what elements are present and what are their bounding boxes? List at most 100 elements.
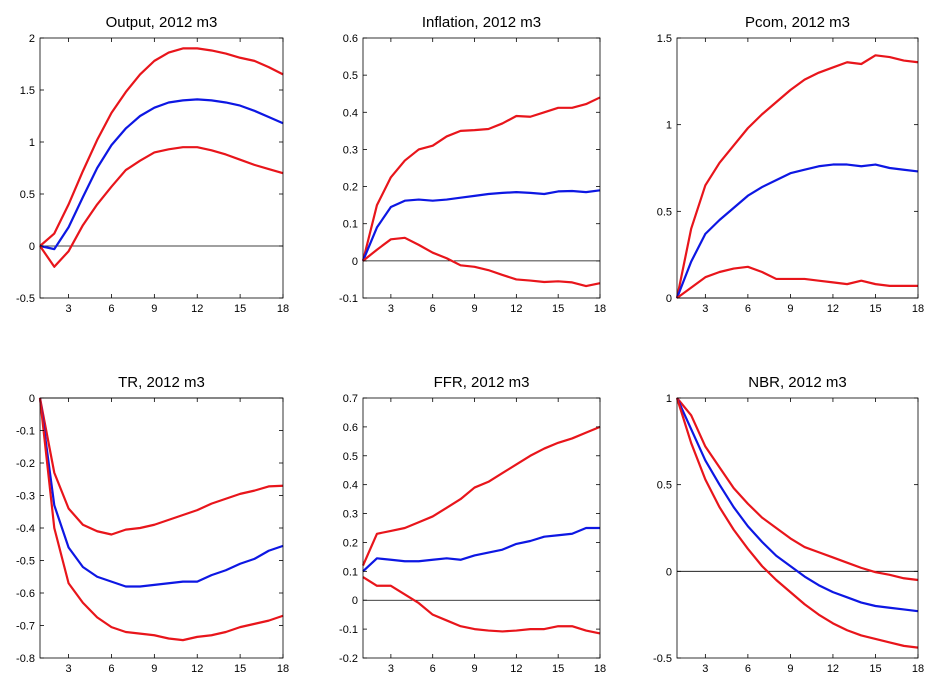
y-tick-label: 1 <box>29 137 35 149</box>
axes-box <box>362 37 601 299</box>
x-tick-label: 3 <box>66 303 72 315</box>
series-line <box>675 54 919 299</box>
y-tick-label: 0.3 <box>343 509 358 521</box>
series-line <box>676 397 919 582</box>
x-tick-label: 6 <box>108 663 114 673</box>
x-tick-label: 12 <box>510 303 522 315</box>
y-tick-label: 0.1 <box>343 219 358 231</box>
x-tick-label: 6 <box>430 663 436 673</box>
series-line <box>39 47 284 247</box>
plot-area <box>677 38 918 298</box>
x-tick-label: 9 <box>151 663 157 673</box>
x-tick-label: 15 <box>234 663 246 673</box>
y-tick-label: 0.2 <box>343 537 358 549</box>
series-line <box>39 146 284 268</box>
y-tick-label: -0.5 <box>653 653 672 665</box>
plot-area <box>40 398 283 658</box>
y-tick-label: -0.7 <box>16 621 35 633</box>
subplot: -0.2 -0.1 0 0.1 0.2 0.3 0.4 0.5 0.6 0.7 3 6 9 12 15 18 F… <box>339 374 606 673</box>
series-line <box>361 425 601 567</box>
y-tick-label: 0 <box>666 566 672 578</box>
x-tick-label: 15 <box>552 663 564 673</box>
y-tick-label: -0.4 <box>16 523 35 535</box>
y-tick-label: 0.4 <box>343 107 358 119</box>
x-tick-label: 18 <box>912 663 924 673</box>
y-tick-label: 0 <box>29 241 35 253</box>
x-tick-label: 3 <box>702 303 708 315</box>
axes-box <box>362 397 601 659</box>
y-tick-label: 0 <box>29 393 35 405</box>
series-line <box>675 397 919 649</box>
x-tick-label: 12 <box>191 663 203 673</box>
series-line <box>39 98 284 251</box>
y-tick-label: -0.1 <box>339 293 358 305</box>
y-tick-label: 0 <box>352 256 358 268</box>
series-line <box>362 236 601 288</box>
chart-title: Output, 2012 m3 <box>106 14 218 31</box>
y-tick-label: 0.7 <box>343 393 358 405</box>
x-tick-label: 6 <box>745 303 751 315</box>
series-line <box>38 397 284 588</box>
y-tick-label: -0.2 <box>16 458 35 470</box>
y-tick-label: 0.5 <box>657 206 672 218</box>
y-tick-label: -0.5 <box>16 556 35 568</box>
x-tick-label: 6 <box>745 663 751 673</box>
x-tick-label: 3 <box>388 663 394 673</box>
chart-title: NBR, 2012 m3 <box>748 374 846 391</box>
series-line <box>362 526 600 573</box>
x-tick-label: 9 <box>151 303 157 315</box>
x-tick-label: 12 <box>827 303 839 315</box>
x-tick-label: 9 <box>787 663 793 673</box>
y-tick-label: 0.6 <box>343 33 358 45</box>
y-tick-label: 2 <box>29 33 35 45</box>
y-tick-label: -0.2 <box>339 653 358 665</box>
plot-area <box>363 398 600 658</box>
y-tick-label: -0.6 <box>16 588 35 600</box>
y-tick-label: -0.3 <box>16 491 35 503</box>
x-tick-label: 18 <box>277 663 289 673</box>
subplot: -0.8 -0.7 -0.6 -0.5 -0.4 -0.3 -0.2 -0.1 0 3 6 9 12 15… <box>16 374 289 673</box>
x-tick-label: 15 <box>869 303 881 315</box>
x-tick-label: 12 <box>191 303 203 315</box>
y-tick-label: 0.5 <box>343 451 358 463</box>
axes-box <box>676 397 919 659</box>
chart-title: Inflation, 2012 m3 <box>422 14 541 31</box>
chart-title: Pcom, 2012 m3 <box>745 14 850 31</box>
y-tick-label: 0.1 <box>343 566 358 578</box>
x-tick-label: 6 <box>430 303 436 315</box>
x-tick-label: 12 <box>827 663 839 673</box>
subplot: 0 0.5 1 1.5 3 6 9 12 15 18 Pcom, 2012 m3 <box>657 14 924 315</box>
x-tick-label: 3 <box>388 303 394 315</box>
y-tick-label: 0.2 <box>343 182 358 194</box>
x-tick-label: 15 <box>234 303 246 315</box>
y-tick-label: 1.5 <box>20 85 35 97</box>
x-tick-label: 18 <box>277 303 289 315</box>
x-tick-label: 6 <box>108 303 114 315</box>
x-tick-label: 15 <box>552 303 564 315</box>
x-tick-label: 9 <box>471 303 477 315</box>
x-tick-label: 3 <box>66 663 72 673</box>
y-tick-label: 0.4 <box>343 480 358 492</box>
y-tick-label: 1 <box>666 120 672 132</box>
x-tick-label: 9 <box>787 303 793 315</box>
axes-box <box>676 37 919 299</box>
series-line <box>675 397 919 613</box>
subplot: -0.5 0 0.5 1 1.5 2 3 6 9 12 15 18 Output, 2012 m3 <box>16 14 289 315</box>
series-line <box>38 397 284 536</box>
series-line <box>362 576 601 635</box>
y-tick-label: 0.5 <box>20 189 35 201</box>
y-tick-label: 0.6 <box>343 422 358 434</box>
x-tick-label: 9 <box>471 663 477 673</box>
y-tick-label: 0.5 <box>657 480 672 492</box>
y-tick-label: -0.1 <box>16 426 35 438</box>
x-tick-label: 12 <box>510 663 522 673</box>
series-line <box>675 163 919 299</box>
y-tick-label: -0.8 <box>16 653 35 665</box>
x-tick-label: 3 <box>702 663 708 673</box>
series-line <box>38 397 284 642</box>
plot-area <box>40 38 283 298</box>
subplot: -0.1 0 0.1 0.2 0.3 0.4 0.5 0.6 3 6 9 12 15 18 Inflatio… <box>339 14 606 315</box>
subplot: -0.5 0 0.5 1 3 6 9 12 15 18 NBR, 2012 m3 <box>653 374 924 673</box>
y-tick-label: -0.1 <box>339 624 358 636</box>
y-tick-label: 0.5 <box>343 70 358 82</box>
